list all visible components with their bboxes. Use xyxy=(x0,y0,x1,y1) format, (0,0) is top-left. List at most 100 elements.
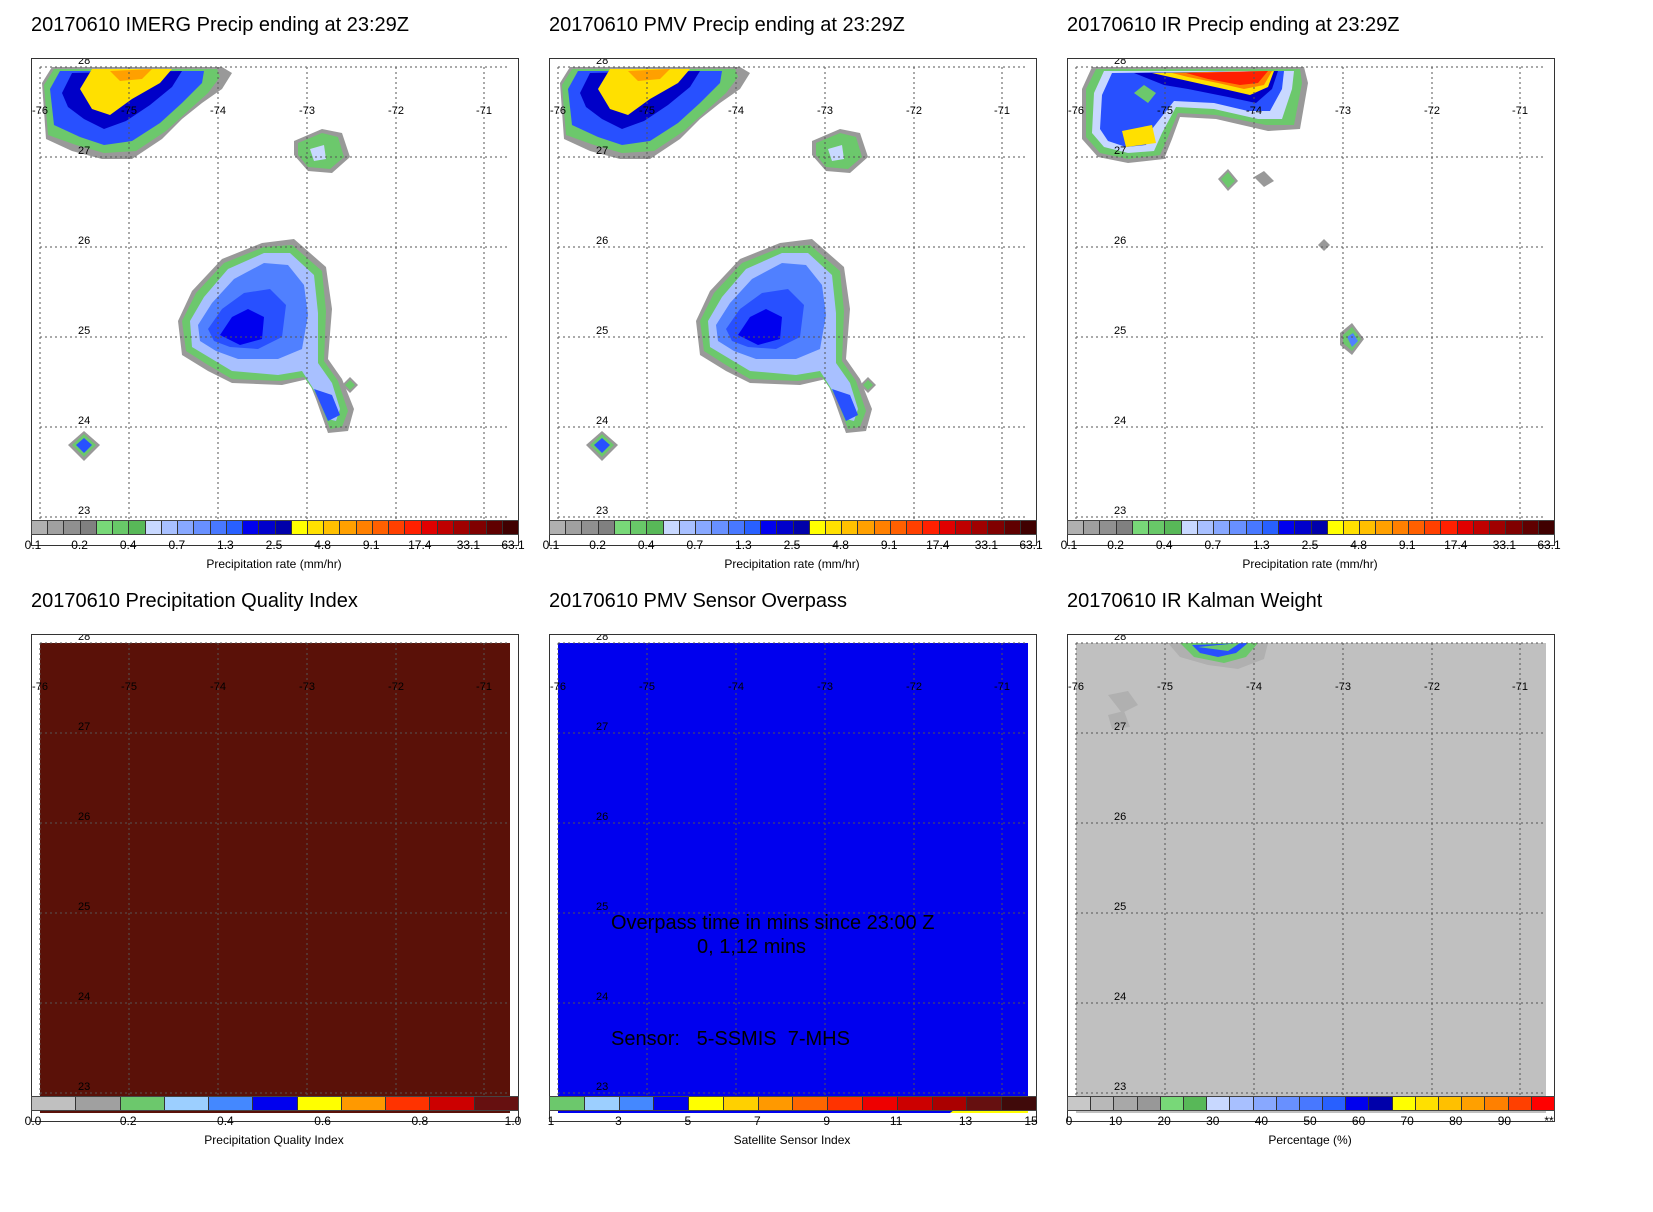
colorbar-swatch xyxy=(1295,521,1312,534)
lat-label: 25 xyxy=(78,901,91,913)
panel-ir-precip: 20170610 IR Precip ending at 23:29Z -76-… xyxy=(1061,14,1607,614)
colorbar xyxy=(549,520,1037,535)
lat-label: 28 xyxy=(1114,58,1127,67)
colorbar-tick: 0.7 xyxy=(168,538,186,552)
colorbar-tick: 10 xyxy=(1108,1114,1123,1128)
colorbar-swatch xyxy=(712,521,729,534)
colorbar-swatch xyxy=(1084,521,1101,534)
colorbar-tick: 2.5 xyxy=(783,538,801,552)
lon-label: -76 xyxy=(1068,105,1084,117)
colorbar-swatch xyxy=(161,521,179,534)
precip-contour xyxy=(76,438,92,453)
colorbar-label: Precipitation rate (mm/hr) xyxy=(724,557,860,571)
colorbar-swatch xyxy=(696,521,713,534)
lat-label: 24 xyxy=(78,415,91,427)
lat-label: 25 xyxy=(1114,325,1127,337)
colorbar-swatch xyxy=(1522,521,1539,534)
lat-label: 23 xyxy=(1114,505,1127,517)
precip-contour xyxy=(1108,691,1138,713)
lat-label: 28 xyxy=(596,634,609,643)
colorbar-tick: 9.1 xyxy=(880,538,898,552)
colorbar-swatch xyxy=(1068,1097,1092,1110)
colorbar-swatch xyxy=(291,521,308,534)
panel-title: 20170610 IR Kalman Weight xyxy=(1067,590,1323,612)
colorbar-swatch xyxy=(372,521,390,534)
colorbar-tick: 60 xyxy=(1351,1114,1366,1128)
colorbar-swatch xyxy=(1376,521,1393,534)
colorbar-tick: 0.2 xyxy=(589,538,606,552)
overpass-time-text: Overpass time in mins since 23:00 Z xyxy=(611,912,935,934)
panel-title: 20170610 Precipitation Quality Index xyxy=(31,590,358,612)
colorbar-swatch xyxy=(1392,1097,1416,1110)
lat-label: 25 xyxy=(1114,901,1127,913)
lat-label: 26 xyxy=(596,811,609,823)
colorbar-swatch xyxy=(259,521,276,534)
colorbar-tick: 1.3 xyxy=(217,538,234,552)
colorbar-tick: 2.5 xyxy=(265,538,283,552)
colorbar-ticks: 0.1 0.2 0.4 0.7 1.3 2.5 4.8 9.1 17.4 33.1 63.1 xyxy=(1061,538,1561,552)
colorbar-tick: 0.4 xyxy=(637,538,655,552)
lat-label: 23 xyxy=(596,1081,609,1093)
lat-label: 23 xyxy=(1114,1081,1127,1093)
lat-label: 27 xyxy=(596,145,609,157)
precip-contour xyxy=(828,145,844,161)
lon-label: -76 xyxy=(32,681,48,693)
colorbar-swatch xyxy=(1214,521,1231,534)
precip-map: -76 -75 -74 -73 -72 -71 28 27 26 25 24 23 xyxy=(31,58,519,546)
lon-label: -73 xyxy=(299,681,315,693)
colorbar-swatch xyxy=(777,521,794,534)
colorbar-swatch xyxy=(758,1097,794,1110)
precip-contour xyxy=(1186,71,1268,85)
precip-contour xyxy=(738,309,782,345)
colorbar-swatch xyxy=(1160,1097,1184,1110)
lon-label: -71 xyxy=(1512,105,1528,117)
lon-label: -72 xyxy=(1424,681,1440,693)
colorbar-swatch xyxy=(1262,521,1280,534)
colorbar-swatch xyxy=(654,1097,690,1110)
precip-contour xyxy=(310,145,326,161)
colorbar-swatch xyxy=(1485,1097,1509,1110)
colorbar-tick: 17.4 xyxy=(926,538,950,552)
colorbar-ticks: 0 10 20 30 40 50 60 70 80 90 ** xyxy=(1066,1114,1554,1128)
colorbar-swatch xyxy=(405,521,422,534)
colorbar-swatch xyxy=(1327,521,1344,534)
colorbar-swatch xyxy=(582,521,599,534)
map-canvas xyxy=(39,66,510,537)
colorbar-swatch xyxy=(64,521,81,534)
colorbar-swatch xyxy=(1004,521,1021,534)
colorbar-ticks: 0.1 0.2 0.4 0.7 1.3 2.5 4.8 9.1 17.4 33.1 63.1 xyxy=(543,538,1043,552)
lat-label: 24 xyxy=(1114,991,1127,1003)
colorbar-ticks: 0.0 0.2 0.4 0.6 0.8 1.0 xyxy=(25,1114,522,1128)
colorbar-tick: 63.1 xyxy=(1537,538,1561,552)
colorbar-swatch xyxy=(76,1097,121,1110)
quality-map: -76 -75 -74 -73 -72 -71 28 27 26 25 24 23 xyxy=(31,634,519,1122)
colorbar-swatch xyxy=(1183,1097,1208,1110)
colorbar-tick: 33.1 xyxy=(974,538,999,552)
lon-label: -74 xyxy=(728,105,744,117)
colorbar-tick: 0.2 xyxy=(71,538,88,552)
colorbar-swatch xyxy=(614,521,632,534)
colorbar-swatch xyxy=(421,521,438,534)
colorbar-swatch xyxy=(386,1097,431,1110)
colorbar-tick: 4.8 xyxy=(832,538,849,552)
colorbar-swatch xyxy=(828,1097,864,1110)
panel-ir-kalman-weight: 20170610 IR Kalman Weight -76 -75 -74 -73 -7… xyxy=(1066,590,1607,1190)
colorbar-swatch xyxy=(1462,1097,1486,1110)
colorbar-swatch xyxy=(1360,521,1377,534)
colorbar-swatch xyxy=(1408,521,1426,534)
colorbar-tick: 9.1 xyxy=(1398,538,1416,552)
colorbar-tick: 5 xyxy=(684,1114,692,1128)
colorbar-swatch xyxy=(679,521,697,534)
precip-contour xyxy=(345,380,355,390)
colorbar-tick: 15 xyxy=(1024,1114,1038,1128)
colorbar-swatch xyxy=(1230,1097,1254,1110)
colorbar-swatch xyxy=(842,521,859,534)
colorbar-swatch xyxy=(858,521,875,534)
colorbar-swatch xyxy=(502,521,519,534)
colorbar-tick: 0.4 xyxy=(119,538,137,552)
precip-contour xyxy=(110,69,152,81)
lon-label: -75 xyxy=(639,105,655,117)
lat-label: 23 xyxy=(596,505,609,517)
colorbar-swatch xyxy=(1068,521,1085,534)
lat-label: 25 xyxy=(596,901,609,913)
